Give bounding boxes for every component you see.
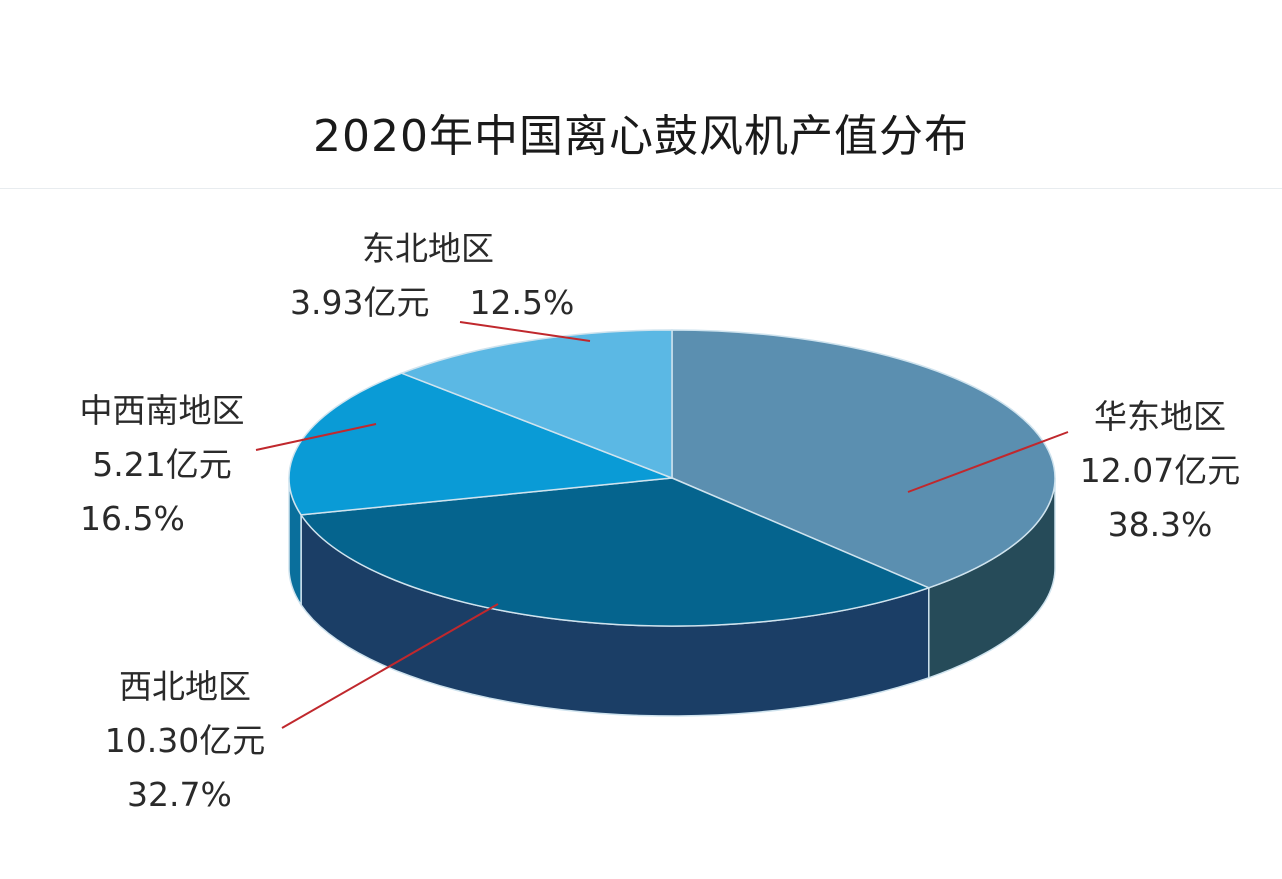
label-huadong: 华东地区 12.07亿元 38.3% — [1070, 390, 1250, 552]
leader-line-3 — [459, 321, 591, 342]
pie-slice-3 — [399, 329, 673, 480]
chart-title: 2020年中国离心鼓风机产值分布 — [313, 111, 969, 162]
label-name: 中西南地区 — [79, 391, 245, 430]
plot-area — [0, 188, 1282, 879]
label-name: 西北地区 — [119, 667, 251, 706]
label-value: 3.93亿元 — [290, 283, 430, 322]
label-xibei: 西北地区 10.30亿元 32.7% — [95, 660, 275, 822]
label-percent: 12.5% — [469, 283, 575, 322]
label-dongbei: 东北地区 3.93亿元 12.5% — [290, 222, 590, 330]
leader-line-0 — [907, 431, 1069, 493]
label-name: 东北地区 — [362, 229, 494, 268]
label-percent: 38.3% — [1107, 505, 1213, 544]
label-name: 华东地区 — [1094, 397, 1226, 436]
label-percent: 32.7% — [127, 775, 232, 814]
leader-line-2 — [255, 423, 377, 451]
label-value: 5.21亿元 — [92, 445, 232, 484]
label-value: 12.07亿元 — [1079, 451, 1241, 490]
label-value: 10.30亿元 — [104, 721, 266, 760]
pie-slice-0 — [671, 329, 1056, 589]
label-zhongxinan: 中西南地区 5.21亿元 16.5% — [62, 384, 262, 546]
pie-slice-1 — [299, 477, 931, 627]
label-percent: 16.5% — [80, 499, 185, 538]
leader-line-1 — [281, 603, 499, 729]
